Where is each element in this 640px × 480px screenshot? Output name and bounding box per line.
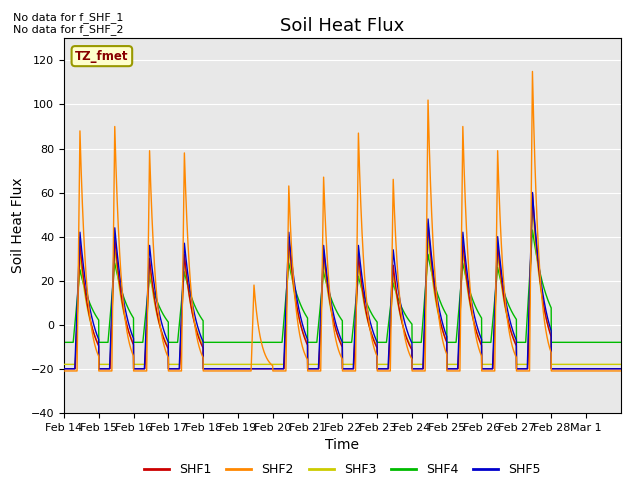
X-axis label: Time: Time xyxy=(325,438,360,452)
Text: No data for f_SHF_2: No data for f_SHF_2 xyxy=(13,24,124,35)
Text: No data for f_SHF_1: No data for f_SHF_1 xyxy=(13,12,123,23)
Y-axis label: Soil Heat Flux: Soil Heat Flux xyxy=(12,178,25,274)
Text: TZ_fmet: TZ_fmet xyxy=(75,49,129,62)
Legend: SHF1, SHF2, SHF3, SHF4, SHF5: SHF1, SHF2, SHF3, SHF4, SHF5 xyxy=(139,458,546,480)
Title: Soil Heat Flux: Soil Heat Flux xyxy=(280,17,404,36)
